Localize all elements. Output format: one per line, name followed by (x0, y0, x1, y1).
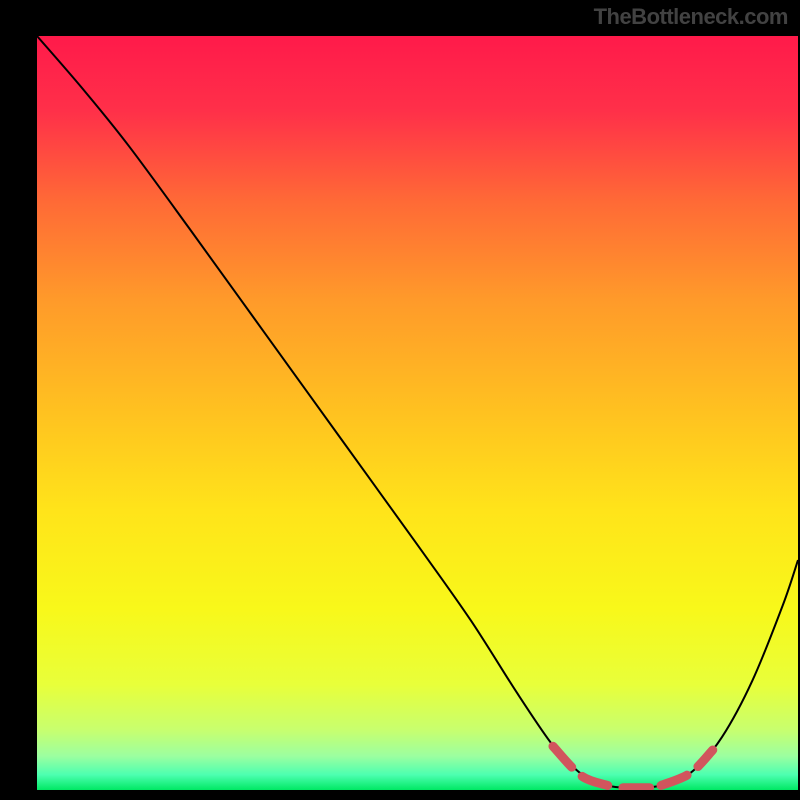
gradient-background (37, 36, 798, 790)
plot-background (0, 0, 800, 800)
plot-area (37, 36, 798, 790)
chart-svg (37, 36, 798, 790)
watermark: TheBottleneck.com (594, 4, 788, 30)
